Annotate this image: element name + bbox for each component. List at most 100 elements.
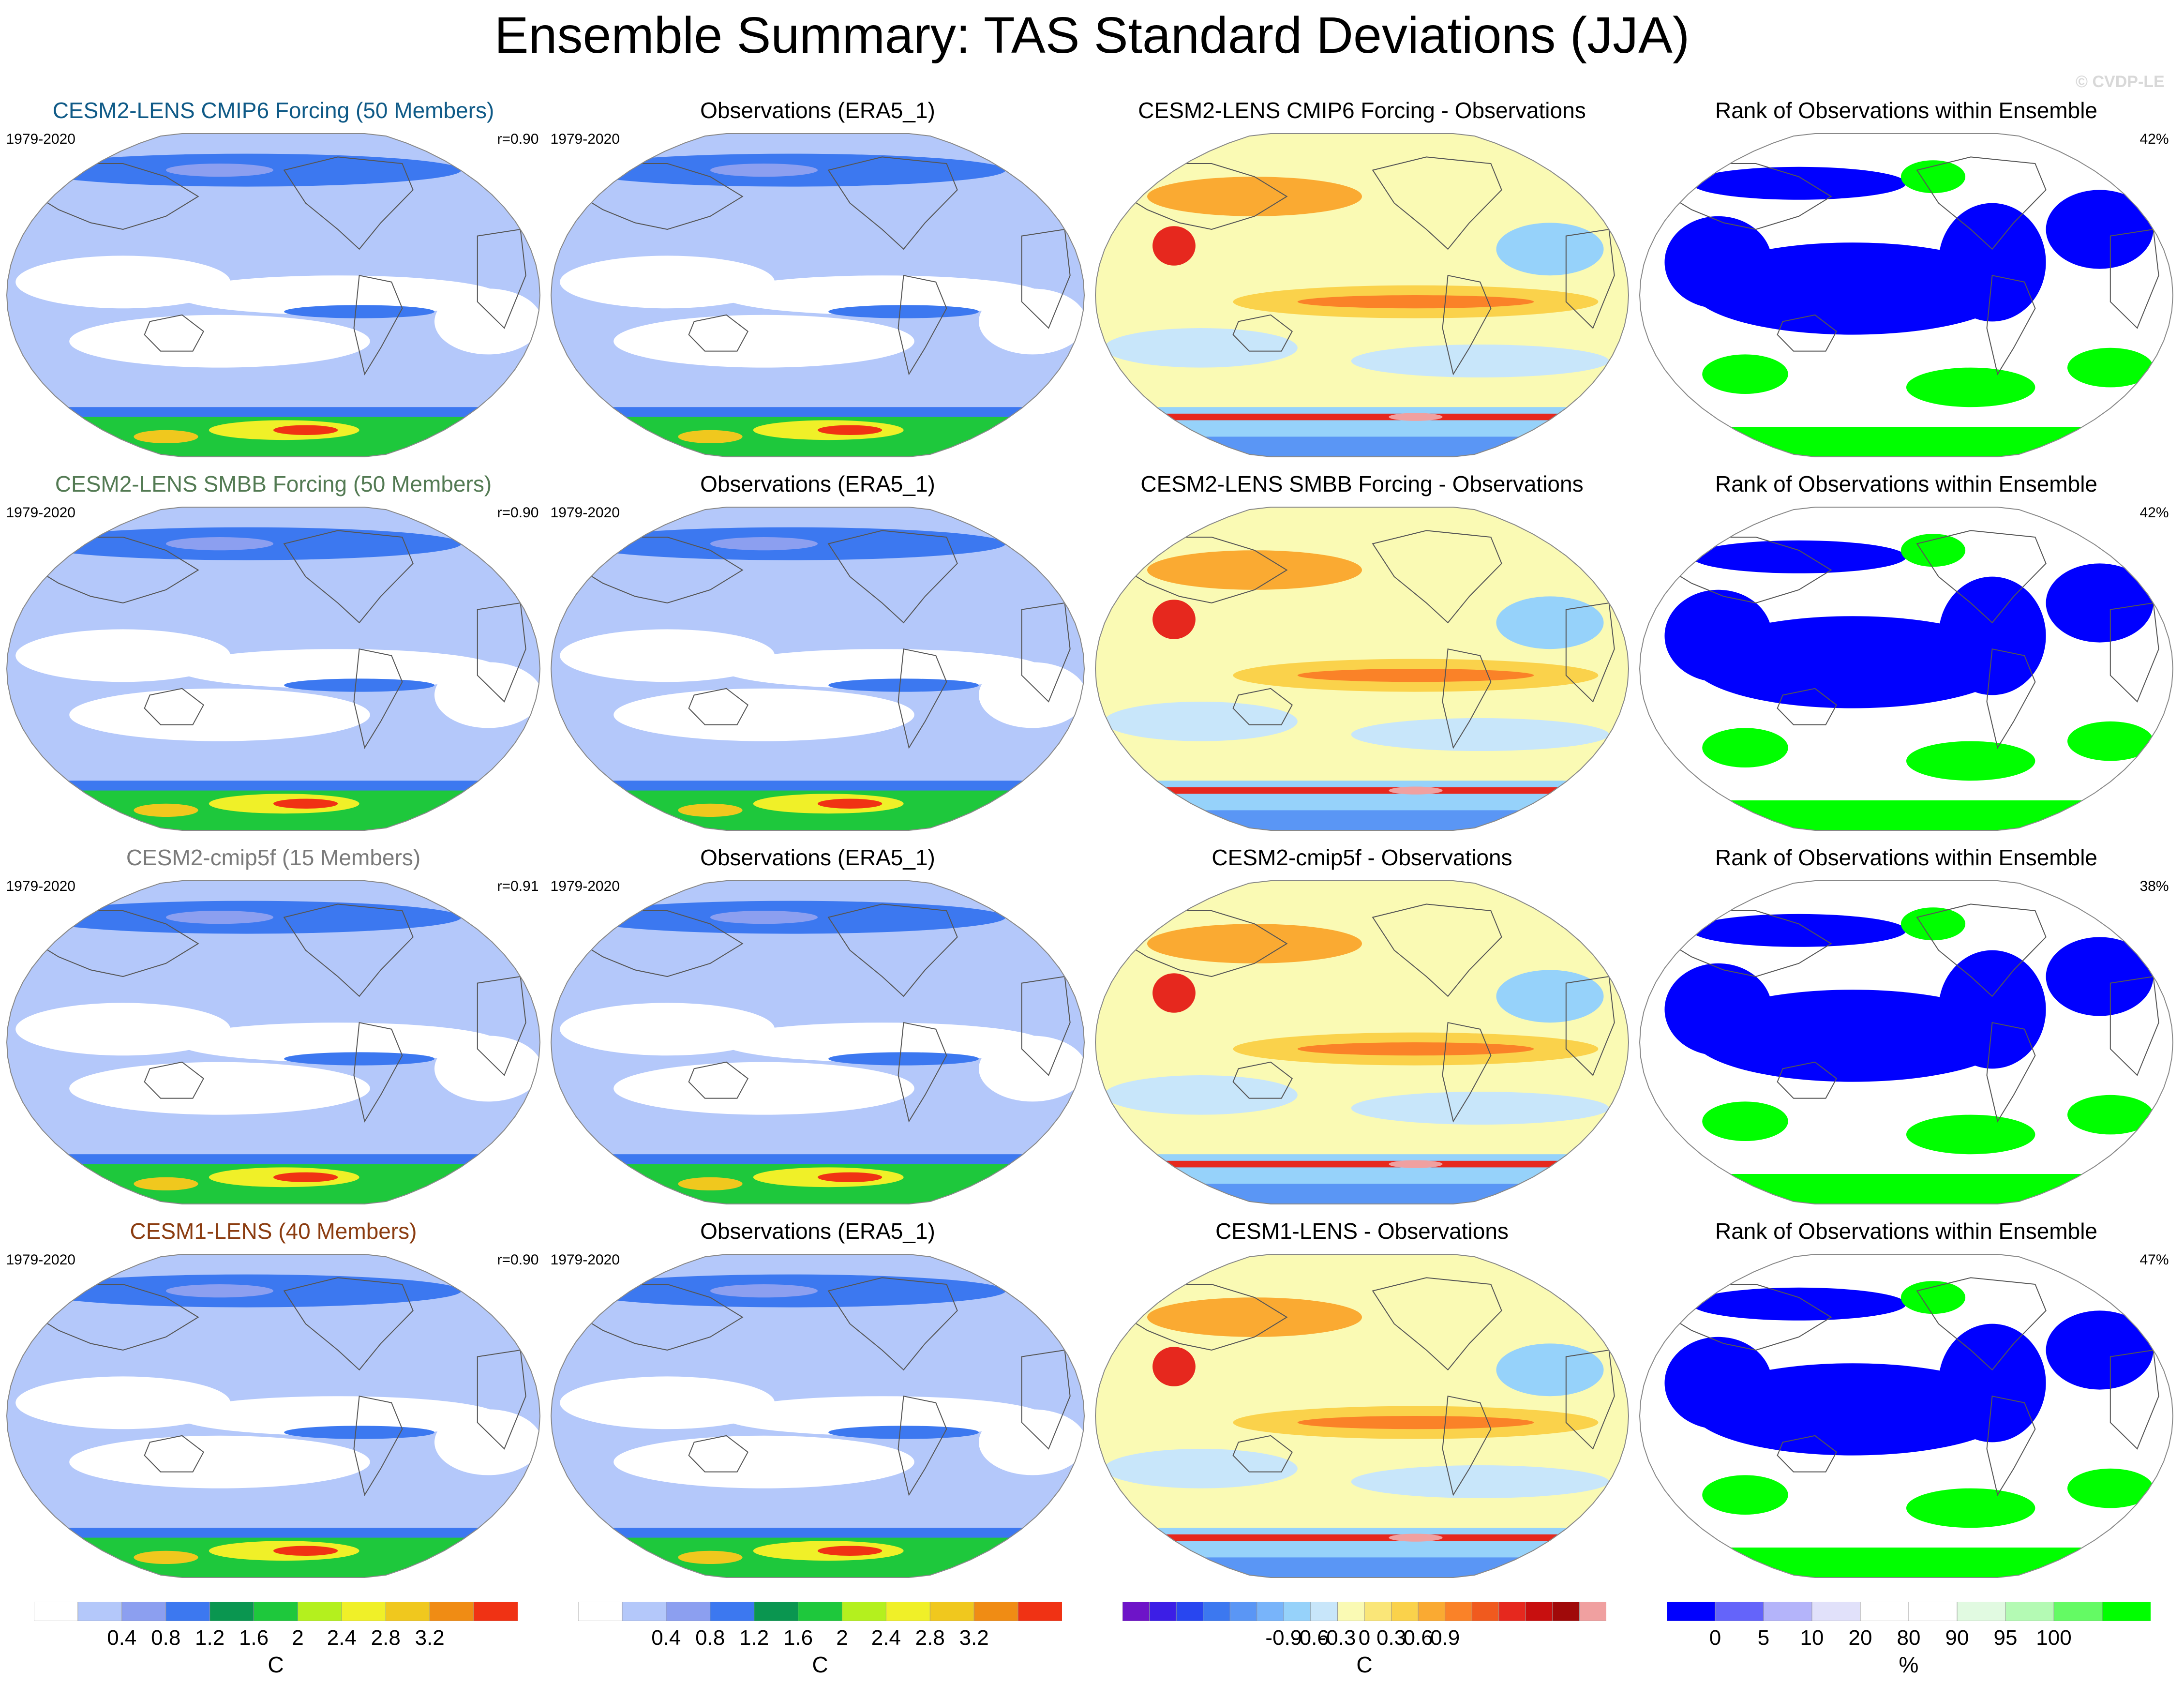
diff-negative — [1104, 1449, 1298, 1489]
diff-negative — [1351, 345, 1609, 377]
diff-ice-edge — [1147, 1160, 1577, 1168]
panel-title: Rank of Observations within Ensemble — [1715, 1218, 2098, 1244]
continent-outline — [1232, 1435, 1293, 1473]
continent-outline — [1442, 274, 1492, 376]
years-label: 1979-2020 — [6, 878, 75, 894]
std-map — [550, 1254, 1085, 1578]
std-low-region — [434, 1409, 540, 1475]
std-hotspot — [134, 803, 198, 817]
rank-map — [1639, 880, 2174, 1204]
map-border — [1094, 1254, 1630, 1578]
std-map — [550, 507, 1085, 831]
colorbar-swatch — [1203, 1602, 1231, 1621]
years-label: 1979-2020 — [550, 131, 620, 147]
continent-outline — [688, 1435, 748, 1473]
rank-low — [2046, 937, 2154, 1016]
std-low-region — [434, 662, 540, 728]
rank-low — [1691, 1363, 2014, 1456]
std-hotspot-max — [273, 1172, 338, 1182]
colorbar-swatch — [1310, 1602, 1338, 1621]
std-low-region — [177, 649, 499, 689]
colorbar-swatch — [885, 1602, 931, 1621]
colorbar-swatch — [1715, 1602, 1764, 1621]
colorbar-tick-label: -0.6 — [1292, 1626, 1329, 1650]
map-border — [1094, 880, 1630, 1204]
pattern-correlation: r=0.90 — [497, 131, 539, 147]
colorbar-tick-label: 0.4 — [651, 1626, 681, 1650]
continent-outline — [898, 1022, 947, 1123]
continent-outline — [1565, 602, 1615, 703]
colorbar-swatch — [578, 1602, 623, 1621]
colorbar-swatch — [710, 1602, 755, 1621]
std-hotspot-max — [818, 1546, 883, 1556]
colorbar-unit: C — [812, 1652, 828, 1677]
colorbar-swatch — [1283, 1602, 1311, 1621]
rank-high — [2067, 721, 2154, 761]
colorbar-swatch — [1364, 1602, 1392, 1621]
pattern-correlation: r=0.90 — [497, 1252, 539, 1268]
diff-positive-strong — [1297, 1416, 1534, 1429]
colorbar-swatch — [798, 1602, 843, 1621]
panel-title: Observations (ERA5_1) — [700, 98, 935, 123]
panel-title: CESM2-cmip5f - Observations — [1212, 845, 1512, 870]
diff-negative — [1496, 596, 1604, 649]
diff-positive-strong — [1297, 1042, 1534, 1056]
continent-outline — [1372, 1277, 1502, 1371]
std-map — [6, 507, 541, 831]
colorbar-swatch — [1471, 1602, 1499, 1621]
rank-high — [1906, 367, 2035, 407]
continent-outline — [283, 530, 414, 624]
std-low-region — [613, 1062, 914, 1115]
map-border — [6, 880, 541, 1204]
map-border — [1639, 880, 2174, 1204]
rank-low — [1664, 963, 1772, 1056]
diff-negative — [1104, 702, 1298, 741]
diff-positive — [1147, 1297, 1362, 1337]
continent-outline — [898, 1395, 947, 1496]
colorbar-swatch — [1257, 1602, 1285, 1621]
rank-low — [1938, 1323, 2046, 1443]
continent-outline — [31, 537, 199, 604]
std-hotspot-max — [273, 425, 338, 435]
map-border — [1639, 133, 2174, 457]
std-low-region — [721, 649, 1044, 689]
continent-outline — [1986, 1022, 2036, 1123]
std-map — [550, 880, 1085, 1204]
colorbar — [34, 1602, 518, 1621]
rank-low — [1691, 616, 2014, 708]
map-border — [6, 1254, 541, 1578]
rank-low — [2046, 563, 2154, 643]
diff-ice-edge — [1147, 1534, 1577, 1541]
std-low-region — [613, 688, 914, 741]
watermark: © CVDP-LE — [2076, 73, 2165, 91]
diff-ice-edge-max — [1389, 786, 1443, 795]
continent-outline — [2109, 1349, 2159, 1450]
colorbar-swatch — [1149, 1602, 1177, 1621]
continent-outline — [575, 537, 744, 604]
continent-outline — [2109, 976, 2159, 1076]
colorbar-tick-label: 0.6 — [1403, 1626, 1433, 1650]
rank-high — [1900, 534, 1966, 567]
diff-ice-edge-max — [1389, 1534, 1443, 1542]
colorbar-tick-label: 1.6 — [239, 1626, 269, 1650]
rank-high — [1702, 728, 1788, 767]
colorbar-swatch — [1667, 1602, 1716, 1621]
colorbar-tick-label: 5 — [1757, 1626, 1770, 1650]
colorbar-tick-label: 3.2 — [415, 1626, 445, 1650]
colorbar-swatch — [297, 1602, 343, 1621]
continent-outline — [898, 274, 947, 376]
continent-outline — [2109, 602, 2159, 703]
continent-outline — [1664, 163, 1832, 230]
std-low-region — [69, 1435, 370, 1489]
continent-outline — [144, 1061, 204, 1099]
diff-positive — [1147, 550, 1362, 590]
panel-title: Observations (ERA5_1) — [700, 1218, 935, 1244]
rank-high — [2067, 347, 2154, 388]
colorbar — [1122, 1602, 1606, 1621]
colorbar-swatch — [341, 1602, 387, 1621]
continent-outline — [1916, 530, 2047, 624]
std-hotspot-max — [818, 1172, 883, 1182]
rank-low — [2046, 1310, 2154, 1390]
colorbar-swatch — [429, 1602, 475, 1621]
colorbar-swatch — [1498, 1602, 1526, 1621]
